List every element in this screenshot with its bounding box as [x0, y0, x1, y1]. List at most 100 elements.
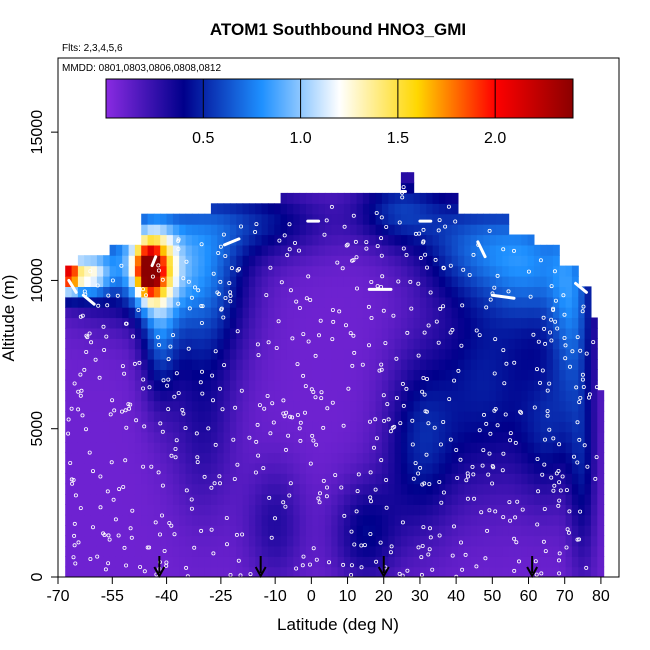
heatmap-cell [470, 317, 478, 329]
heatmap-cell [185, 307, 193, 319]
heatmap-cell [432, 327, 440, 339]
heatmap-cell [147, 504, 155, 516]
heatmap-cell [65, 473, 73, 485]
heatmap-cell [540, 525, 548, 537]
heatmap-cell [84, 338, 92, 350]
heatmap-cell [141, 556, 149, 568]
sample-point [110, 278, 115, 283]
heatmap-cell [502, 286, 510, 298]
heatmap-cell [147, 442, 155, 454]
heatmap-cell [362, 504, 370, 516]
heatmap-cell [128, 514, 136, 526]
heatmap-cell [400, 379, 408, 391]
sample-point [156, 335, 161, 340]
x-tick-label: -70 [46, 588, 69, 605]
heatmap-cell [286, 296, 294, 308]
y-axis-label: Altitude (m) [0, 275, 18, 362]
heatmap-cell [540, 317, 548, 329]
heatmap-cell [426, 379, 434, 391]
heatmap-cell [464, 452, 472, 464]
heatmap-cell [375, 566, 383, 577]
heatmap-cell [198, 525, 206, 537]
heatmap-cell [495, 452, 503, 464]
heatmap-cell [223, 265, 231, 277]
heatmap-cell [407, 390, 415, 402]
heatmap-cell [508, 400, 516, 412]
sample-point [137, 293, 142, 298]
heatmap-cell [584, 286, 592, 298]
heatmap-cell [103, 338, 111, 350]
sample-point [174, 438, 179, 443]
heatmap-cell [179, 452, 187, 464]
heatmap-cell [299, 234, 307, 246]
heatmap-cell [584, 494, 592, 505]
sample-point [379, 284, 384, 289]
heatmap-cell [502, 369, 510, 381]
heatmap-cell [223, 535, 231, 547]
heatmap-cell [527, 348, 535, 360]
heatmap-cell [242, 556, 250, 568]
heatmap-cell [533, 359, 541, 370]
heatmap-cell [559, 483, 567, 495]
heatmap-cell [141, 224, 149, 236]
sample-point [248, 572, 253, 577]
heatmap-cell [185, 348, 193, 360]
sample-point [308, 297, 313, 302]
heatmap-cell [286, 307, 294, 319]
heatmap-cell [286, 390, 294, 402]
heatmap-cell [318, 213, 326, 225]
heatmap-cell [407, 421, 415, 433]
heatmap-cell [445, 348, 453, 360]
sample-point [310, 433, 315, 438]
sample-point [166, 357, 171, 362]
heatmap-cell [451, 307, 459, 319]
heatmap-cell [305, 473, 313, 485]
heatmap-cell [470, 566, 478, 577]
heatmap-cell [331, 514, 339, 526]
sample-point [142, 424, 147, 429]
heatmap-cell [508, 307, 516, 319]
sample-point [487, 228, 492, 233]
heatmap-cell [578, 286, 586, 298]
heatmap-cell [407, 410, 415, 422]
heatmap-cell [400, 494, 408, 505]
heatmap-cell [65, 400, 73, 412]
heatmap-cell [293, 566, 301, 577]
heatmap-cell [172, 525, 180, 537]
heatmap-cell [369, 535, 377, 547]
heatmap-cell [160, 390, 168, 402]
heatmap-cell [533, 494, 541, 505]
heatmap-cell [153, 390, 161, 402]
heatmap-cell [508, 452, 516, 464]
heatmap-cell [261, 556, 269, 568]
heatmap-cell [134, 286, 142, 298]
heatmap-cell [375, 317, 383, 329]
heatmap-cell [407, 307, 415, 319]
heatmap-cell [115, 379, 123, 391]
heatmap-cell [464, 473, 472, 485]
heatmap-cell [299, 213, 307, 225]
heatmap-cell [274, 566, 282, 577]
heatmap-cell [571, 410, 579, 422]
heatmap-cell [527, 566, 535, 577]
heatmap-cell [483, 255, 491, 267]
sample-point [184, 488, 189, 493]
heatmap-cell [299, 348, 307, 360]
heatmap-cell [318, 224, 326, 236]
heatmap-cell [559, 369, 567, 381]
sample-point [557, 551, 562, 556]
heatmap-cell [331, 442, 339, 454]
heatmap-cell [280, 359, 288, 370]
heatmap-cell [445, 400, 453, 412]
sample-point [159, 513, 164, 518]
heatmap-cell [470, 442, 478, 454]
heatmap-cell [305, 504, 313, 516]
heatmap-cell [590, 545, 598, 557]
heatmap-cell [343, 442, 351, 454]
sample-point [575, 420, 580, 425]
heatmap-cell [419, 452, 427, 464]
heatmap-cell [324, 566, 332, 577]
heatmap-cell [147, 369, 155, 381]
sample-point [397, 571, 402, 576]
heatmap-cell [134, 494, 142, 505]
